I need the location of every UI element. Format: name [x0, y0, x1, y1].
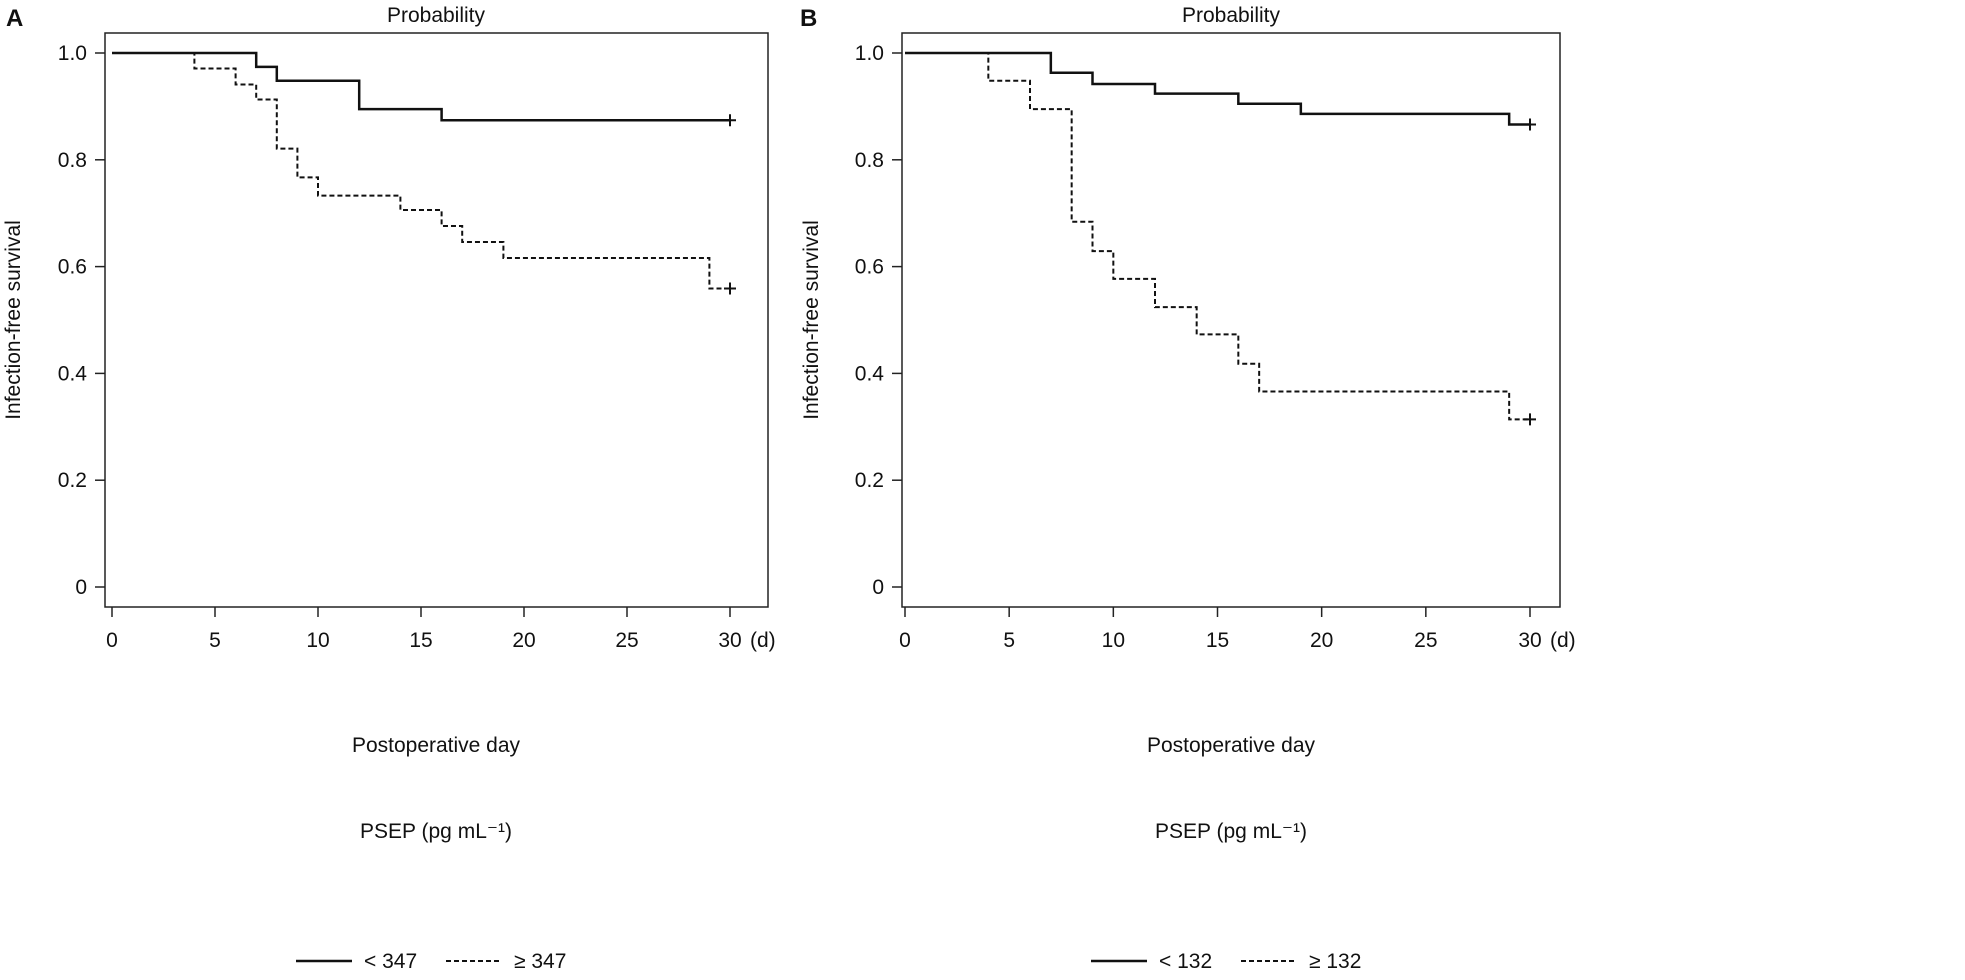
y-axis-label: Infection-free survival	[800, 220, 823, 420]
censor-mark	[1524, 118, 1536, 131]
censor-mark	[724, 114, 736, 127]
x-axis-label: Postoperative day	[352, 734, 521, 757]
survival-curve-low	[112, 51, 730, 122]
censor-mark	[1524, 413, 1536, 426]
x-unit-label: (d)	[750, 629, 776, 652]
chart-panel-b: B Probability 0 0.2 0.4 0.6 0.8 1.0 0 5 10 15 20 25 30…	[800, 4, 1576, 973]
legend-label-dashed: ≥ 132	[1309, 950, 1361, 973]
y-tick-label: 0.6	[855, 256, 884, 279]
y-tick-label: 1.0	[58, 42, 87, 65]
survival-curve-high	[905, 52, 1530, 421]
x-tick-label: 5	[1003, 629, 1015, 652]
y-tick-label: 0.6	[58, 256, 87, 279]
plot-frame	[104, 32, 769, 608]
x-tick-label: 25	[1414, 629, 1437, 652]
y-tick-label: 0.4	[58, 362, 88, 385]
x-tick-label: 30	[718, 629, 741, 652]
x-unit-label: (d)	[1550, 629, 1576, 652]
x-tick-label: 10	[306, 629, 329, 652]
legend-label-solid: < 132	[1159, 950, 1212, 973]
survival-curve-high	[112, 52, 730, 290]
x-tick-label: 15	[1206, 629, 1229, 652]
y-tick-label: 0.4	[855, 362, 885, 385]
y-tick-label: 0	[75, 576, 87, 599]
x-tick-label: 15	[409, 629, 432, 652]
x-axis-label: Postoperative day	[1147, 734, 1316, 757]
chart-title: Probability	[387, 4, 486, 27]
legend-title: PSEP (pg mL⁻¹)	[1155, 820, 1307, 843]
x-tick-label: 25	[615, 629, 638, 652]
survival-curve-low	[905, 51, 1530, 126]
legend-title: PSEP (pg mL⁻¹)	[360, 820, 512, 843]
x-tick-label: 20	[1310, 629, 1333, 652]
x-tick-label: 20	[512, 629, 535, 652]
y-tick-label: 0.8	[58, 149, 87, 172]
panel-label: B	[800, 5, 817, 32]
censor-mark	[724, 282, 736, 295]
y-axis-label: Infection-free survival	[2, 220, 25, 420]
x-tick-label: 0	[899, 629, 911, 652]
chart-title: Probability	[1182, 4, 1281, 27]
legend-label-solid: < 347	[364, 950, 417, 973]
plot-frame	[901, 32, 1561, 608]
chart-panel-a: A Probability 0 0.2 0.4 0.6 0.8 1.0 0 5 10 15 20 25 30…	[2, 4, 776, 973]
x-tick-label: 30	[1518, 629, 1541, 652]
y-tick-label: 1.0	[855, 42, 884, 65]
x-tick-label: 10	[1102, 629, 1125, 652]
y-tick-label: 0.8	[855, 149, 884, 172]
legend-label-dashed: ≥ 347	[514, 950, 566, 973]
y-tick-label: 0.2	[58, 469, 87, 492]
x-tick-label: 5	[209, 629, 221, 652]
x-tick-label: 0	[106, 629, 118, 652]
y-tick-label: 0.2	[855, 469, 884, 492]
y-tick-label: 0	[872, 576, 884, 599]
panel-label: A	[6, 5, 23, 32]
